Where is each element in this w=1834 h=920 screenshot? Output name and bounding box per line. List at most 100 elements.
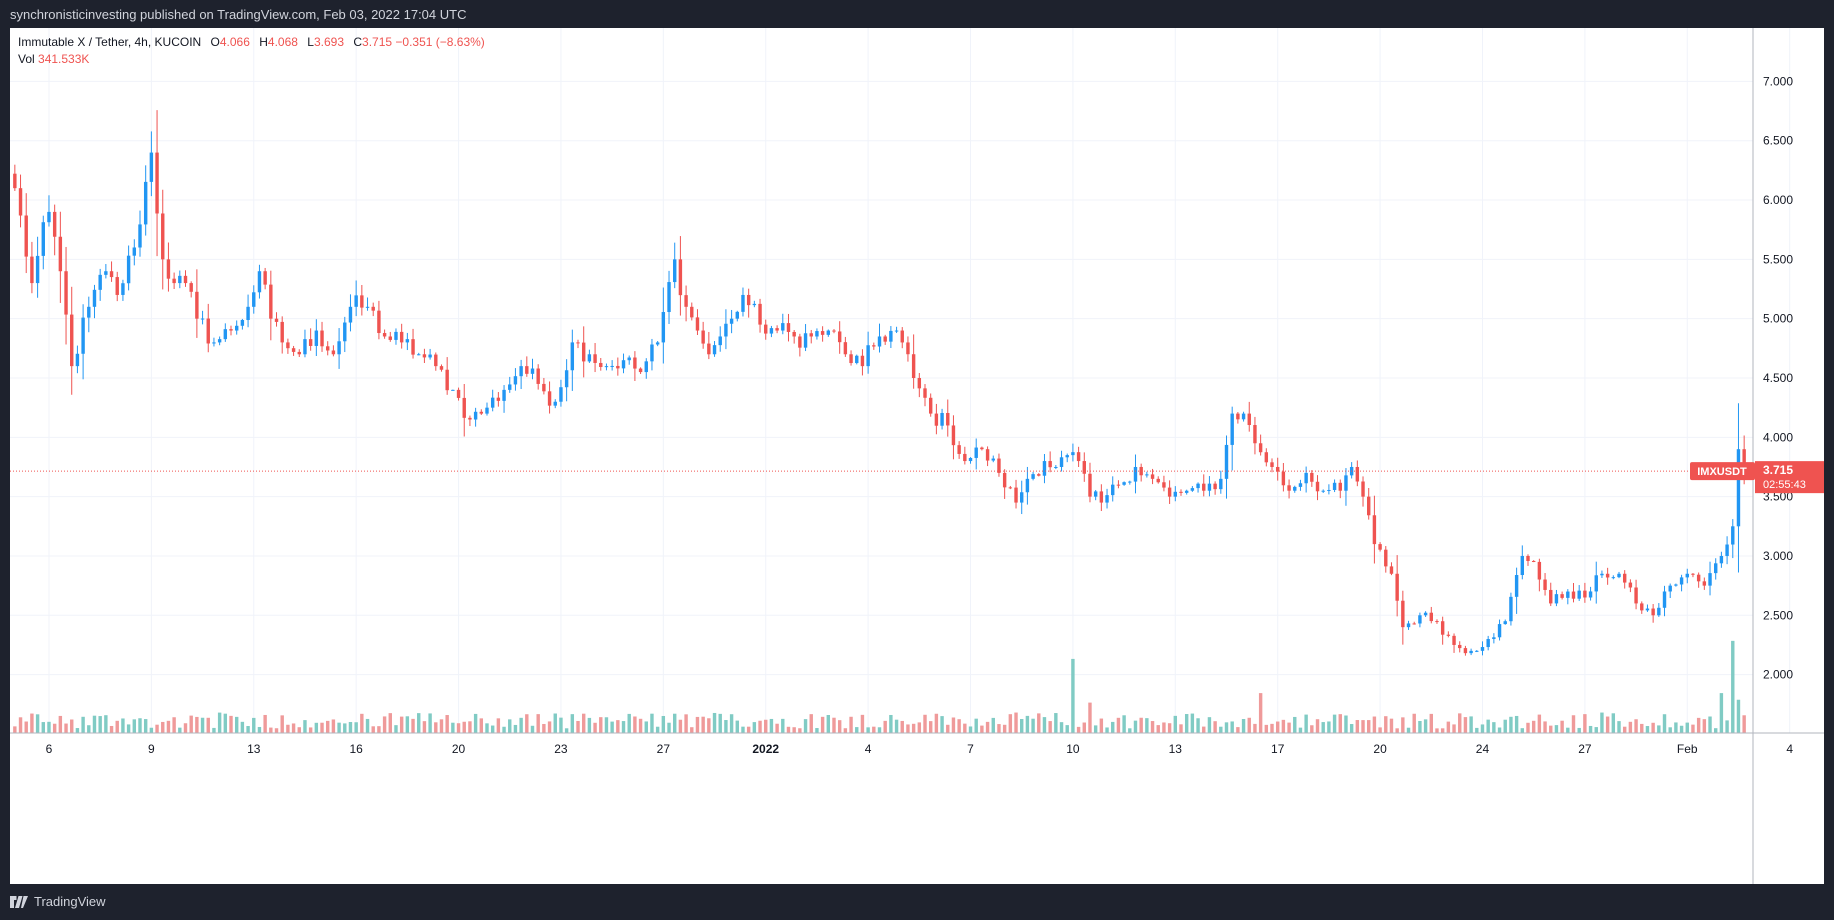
candle-body bbox=[1184, 490, 1189, 493]
x-tick-label: 6 bbox=[46, 742, 53, 756]
volume-bar bbox=[1577, 727, 1581, 733]
volume-bar bbox=[1167, 723, 1172, 733]
candle-body bbox=[1099, 491, 1104, 503]
volume-bar bbox=[678, 719, 683, 733]
candle-body bbox=[451, 389, 455, 391]
candle-body bbox=[1037, 474, 1041, 476]
volume-bar bbox=[183, 723, 188, 733]
volume-bar bbox=[462, 721, 466, 733]
chart-frame[interactable]: 2.000 2.500 3.000 3.500 4.000 4.500 5.000 5.500… bbox=[10, 28, 1824, 884]
volume-bar bbox=[593, 722, 597, 733]
volume-bar bbox=[1708, 716, 1712, 733]
candle-body bbox=[1111, 484, 1115, 496]
candle-body bbox=[291, 348, 296, 352]
y-tick-label: 4.000 bbox=[1763, 430, 1793, 444]
candle-body bbox=[422, 354, 427, 358]
candle-body bbox=[928, 397, 933, 414]
candle-body bbox=[485, 407, 489, 414]
volume-bar bbox=[923, 714, 927, 733]
volume-bar bbox=[616, 720, 620, 733]
candle-body bbox=[1196, 483, 1200, 489]
candle-body bbox=[1082, 461, 1086, 474]
volume-bar bbox=[1236, 727, 1240, 733]
volume-bar bbox=[1458, 713, 1462, 733]
candle-body bbox=[1560, 594, 1564, 598]
volume-bar bbox=[98, 716, 102, 733]
volume-bar bbox=[52, 723, 57, 733]
x-tick-label: 23 bbox=[554, 742, 568, 756]
candle-body bbox=[155, 152, 159, 214]
candle-body bbox=[178, 275, 182, 284]
candle-body bbox=[1719, 555, 1724, 564]
close-value: 3.715 bbox=[362, 35, 393, 49]
volume-bar bbox=[1742, 715, 1746, 733]
volume-bar bbox=[417, 713, 421, 733]
candle-body bbox=[621, 360, 626, 369]
candle-body bbox=[87, 306, 91, 318]
volume-bar bbox=[132, 719, 137, 733]
candle-body bbox=[940, 412, 944, 426]
volume-bar bbox=[58, 715, 63, 733]
candle-body bbox=[1150, 474, 1155, 479]
volume-bar bbox=[274, 728, 279, 733]
candle-body bbox=[1600, 573, 1604, 576]
x-tick-label: 20 bbox=[1373, 742, 1387, 756]
volume-bar bbox=[1355, 720, 1360, 733]
x-tick-label: Feb bbox=[1677, 742, 1698, 756]
volume-bar bbox=[1304, 714, 1308, 733]
volume-bar bbox=[1486, 719, 1490, 733]
volume-bar bbox=[451, 722, 455, 733]
open-value: 4.066 bbox=[219, 35, 250, 49]
candle-body bbox=[1076, 452, 1081, 462]
y-tick-label: 5.500 bbox=[1763, 252, 1793, 266]
volume-bar bbox=[951, 717, 956, 733]
candle-body bbox=[809, 333, 813, 337]
y-tick-label: 3.500 bbox=[1763, 490, 1793, 504]
candle-body bbox=[360, 295, 364, 308]
volume-bar bbox=[1537, 714, 1542, 733]
candle-body bbox=[906, 342, 910, 355]
candle-body bbox=[735, 311, 739, 319]
candle-body bbox=[343, 322, 347, 342]
candle-body bbox=[1577, 590, 1581, 599]
candle-body bbox=[837, 331, 842, 343]
volume-bar bbox=[473, 713, 478, 733]
volume-bar bbox=[570, 714, 575, 733]
volume-bar bbox=[149, 727, 154, 733]
volume-bar bbox=[229, 715, 233, 733]
time-axis[interactable]: 6 9 13 16 20 23 27 2022 4 7 10 13 17 20 24 27 Feb 4 bbox=[10, 732, 1824, 756]
volume-bar bbox=[1219, 726, 1223, 733]
candle-body bbox=[1480, 647, 1485, 651]
candle-body bbox=[1605, 573, 1610, 578]
volume-bar bbox=[729, 714, 734, 733]
candle-body bbox=[610, 365, 614, 367]
volume-bar bbox=[456, 723, 461, 733]
volume-bar bbox=[246, 726, 250, 733]
volume-label: Vol bbox=[18, 52, 35, 66]
volume-bar bbox=[172, 717, 176, 733]
candle-body bbox=[399, 331, 404, 343]
volume-bar bbox=[1179, 724, 1183, 733]
chart-svg[interactable]: 2.000 2.500 3.000 3.500 4.000 4.500 5.000 5.500… bbox=[10, 28, 1824, 884]
candle-body bbox=[314, 330, 319, 346]
volume-bar bbox=[1310, 725, 1314, 733]
volume-bar bbox=[1378, 727, 1382, 733]
price-axis[interactable]: 2.000 2.500 3.000 3.500 4.000 4.500 5.000 5.500… bbox=[1752, 28, 1793, 884]
candle-body bbox=[542, 383, 546, 392]
volume-bar bbox=[1657, 725, 1661, 733]
candle-body bbox=[815, 331, 819, 337]
volume-bar bbox=[1020, 719, 1024, 733]
volume-bar bbox=[997, 724, 1001, 733]
symbol-title[interactable]: Immutable X / Tether, 4h, KUCOIN bbox=[18, 35, 202, 49]
volume-bar bbox=[1025, 715, 1030, 733]
volume-bar bbox=[479, 718, 484, 733]
candle-body bbox=[1696, 574, 1701, 582]
candle-body bbox=[297, 351, 301, 355]
candle-body bbox=[894, 330, 899, 332]
candle-body bbox=[616, 365, 620, 369]
volume-bar bbox=[394, 725, 398, 733]
volume-bar bbox=[1543, 721, 1547, 733]
candle-body bbox=[1514, 575, 1519, 597]
volume-bar bbox=[1088, 702, 1092, 733]
volume-bar bbox=[1389, 718, 1394, 733]
